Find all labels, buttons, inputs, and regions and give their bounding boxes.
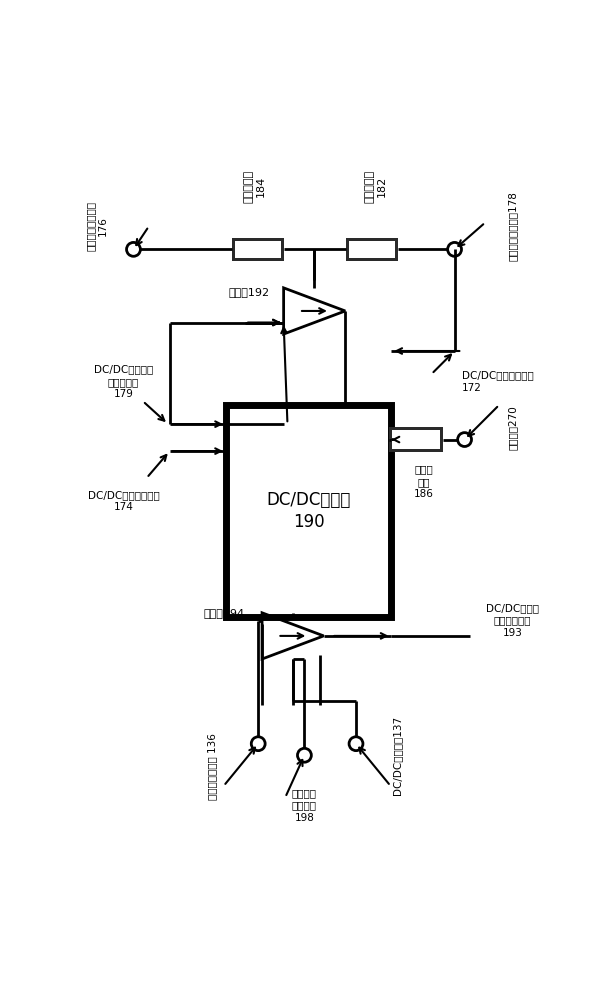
Bar bbox=[235, 241, 281, 258]
Text: DC/DC浮空接地端子
172: DC/DC浮空接地端子 172 bbox=[462, 371, 534, 393]
Bar bbox=[349, 241, 395, 258]
Bar bbox=[346, 238, 398, 261]
Text: 放大器192: 放大器192 bbox=[228, 287, 270, 297]
Text: DC/DC转换器
信号输出端子
193: DC/DC转换器 信号输出端子 193 bbox=[486, 603, 539, 638]
Text: DC/DC转换器
190: DC/DC转换器 190 bbox=[267, 491, 351, 531]
Text: 正电压输入端子 136: 正电压输入端子 136 bbox=[207, 733, 217, 800]
Text: 电流感测
信号输出
198: 电流感测 信号输出 198 bbox=[292, 788, 317, 823]
Text: DC/DC转换器信
号输入端子
179: DC/DC转换器信 号输入端子 179 bbox=[94, 364, 153, 399]
Bar bbox=[232, 238, 284, 261]
Text: DC/DC接地端子137: DC/DC接地端子137 bbox=[392, 716, 402, 795]
Bar bbox=[389, 427, 443, 452]
Text: 电压保
护器
186: 电压保 护器 186 bbox=[414, 465, 434, 499]
Text: DC/DC电压输出端子
174: DC/DC电压输出端子 174 bbox=[88, 490, 159, 512]
Text: 放大器194: 放大器194 bbox=[203, 608, 244, 618]
Bar bbox=[226, 405, 391, 617]
Text: 系统接地270: 系统接地270 bbox=[507, 406, 518, 450]
Bar bbox=[392, 430, 440, 449]
Text: 电流感测输入端子178: 电流感测输入端子178 bbox=[507, 191, 518, 261]
Text: 感测电阵器
182: 感测电阵器 182 bbox=[365, 170, 387, 203]
Text: 电流感测输出端子
176: 电流感测输出端子 176 bbox=[85, 201, 108, 251]
Text: 限制电阵器
184: 限制电阵器 184 bbox=[243, 170, 265, 203]
